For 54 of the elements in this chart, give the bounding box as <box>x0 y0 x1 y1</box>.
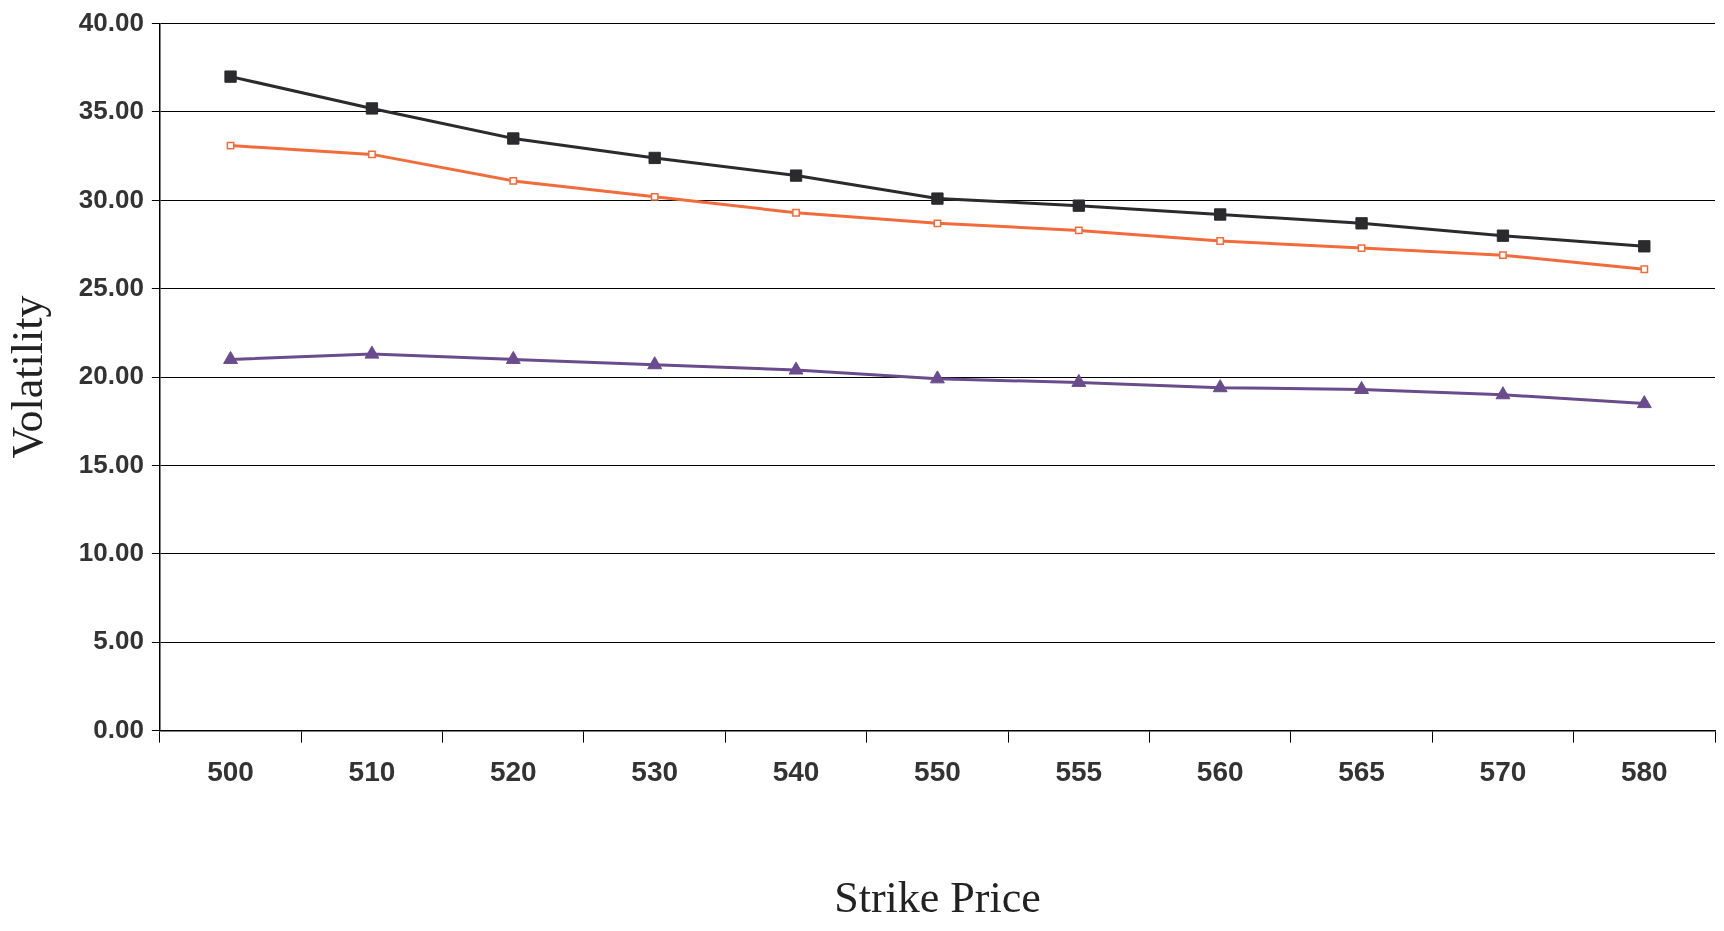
point <box>1071 373 1087 387</box>
point <box>1636 395 1652 409</box>
point <box>505 350 521 364</box>
y-tick-label: 5.00 <box>93 625 144 656</box>
x-tick-label: 520 <box>489 756 537 788</box>
point <box>933 219 942 228</box>
x-tick-label: 560 <box>1196 756 1244 788</box>
point <box>507 132 520 145</box>
point <box>792 208 800 217</box>
y-tick-label: 15.00 <box>78 448 144 479</box>
y-axis-title: Volatility <box>2 295 52 459</box>
point <box>1640 265 1649 274</box>
point <box>788 361 804 375</box>
point <box>224 70 237 83</box>
point <box>1638 240 1651 253</box>
point <box>1212 379 1228 393</box>
x-tick-label: 530 <box>631 756 679 788</box>
x-tick-label: 580 <box>1620 756 1668 788</box>
point <box>368 150 376 159</box>
point <box>1214 208 1227 221</box>
x-tick-label: 550 <box>914 756 961 788</box>
x-tick-label: 555 <box>1055 756 1103 788</box>
x-tick-label: 500 <box>207 756 254 788</box>
point <box>1072 199 1085 212</box>
point <box>1074 226 1083 235</box>
point <box>1357 244 1366 252</box>
point <box>789 169 803 182</box>
point <box>930 370 945 384</box>
x-tick-label: 565 <box>1338 756 1385 788</box>
y-tick-label: 10.00 <box>78 537 144 568</box>
point <box>1355 217 1368 230</box>
point <box>1499 251 1507 260</box>
point <box>650 192 659 201</box>
point <box>1216 237 1225 245</box>
point <box>223 350 238 364</box>
point <box>648 151 661 165</box>
point <box>364 345 380 359</box>
point <box>509 176 518 185</box>
point <box>1354 380 1369 394</box>
x-axis-title: Strike Price <box>834 873 1041 923</box>
y-tick-label: 25.00 <box>78 271 144 302</box>
x-tick-label: 510 <box>348 756 396 788</box>
y-tick-label: 0.00 <box>93 713 144 744</box>
point <box>1495 386 1511 400</box>
y-tick-label: 40.00 <box>78 6 144 37</box>
x-tick-label: 540 <box>772 756 820 788</box>
y-tick-label: 35.00 <box>78 95 144 126</box>
y-tick-label: 30.00 <box>78 183 144 214</box>
x-tick-label: 570 <box>1479 756 1527 788</box>
point <box>647 356 663 370</box>
point <box>931 192 944 205</box>
point <box>1496 229 1510 242</box>
y-tick-label: 20.00 <box>78 360 144 391</box>
point <box>365 102 379 115</box>
